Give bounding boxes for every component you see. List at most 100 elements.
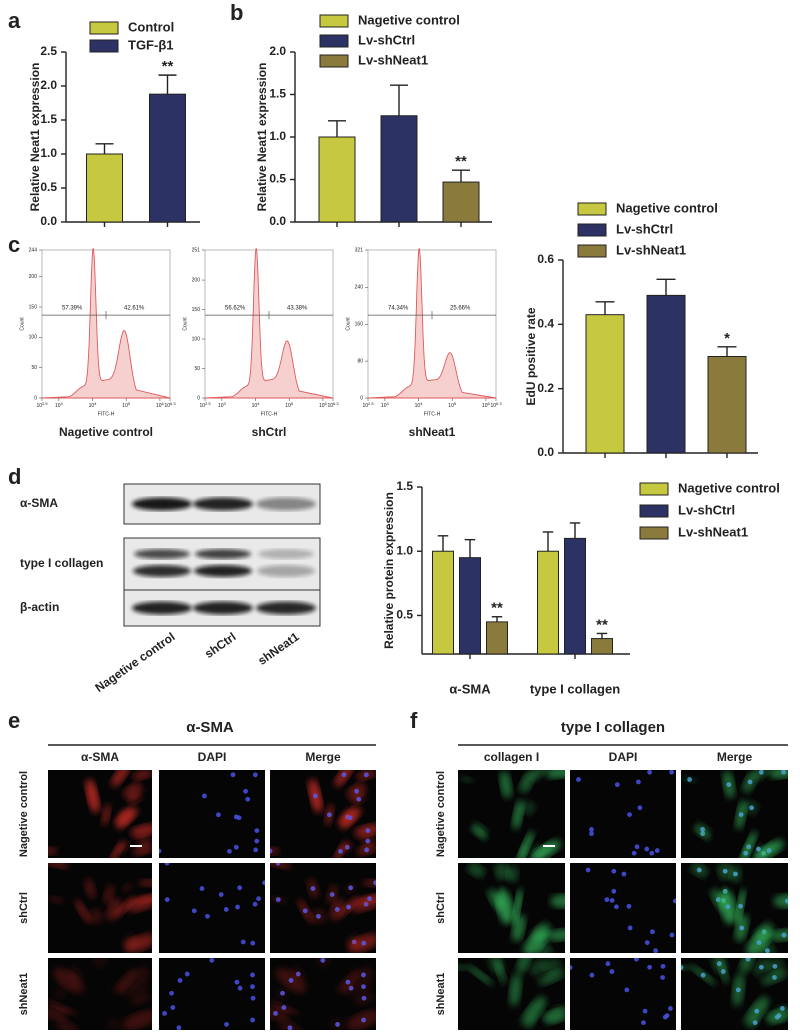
nucleus	[745, 958, 751, 962]
nucleus	[320, 958, 326, 963]
blot-band	[257, 565, 315, 577]
nucleus	[348, 885, 354, 891]
blot-lane-label: shCtrl	[202, 630, 238, 661]
flow-x-tick-label: 106	[482, 401, 491, 409]
nucleus	[660, 963, 666, 969]
legend-label: Lv-shNeat1	[678, 524, 748, 539]
tick-base: 10	[218, 403, 224, 409]
tick-base: 10	[362, 403, 368, 409]
nucleus	[739, 925, 745, 931]
flow-y-tick-label: 244	[29, 247, 38, 253]
flow-x-tick-label: 103	[381, 401, 390, 409]
y-tick-label: 0.4	[537, 317, 554, 331]
nucleus	[361, 995, 367, 1001]
nucleus	[275, 897, 281, 903]
nucleus	[681, 965, 684, 970]
flow-x-tick-label: 106	[319, 401, 328, 409]
cell-body	[129, 966, 150, 983]
nucleus	[774, 1014, 780, 1020]
cell-body	[550, 894, 565, 908]
nucleus	[162, 1010, 167, 1016]
cell-body	[53, 968, 84, 993]
y-tick-label: 0.5	[40, 180, 57, 194]
blot-frame	[123, 537, 321, 591]
nucleus	[327, 812, 332, 818]
tick-exponent: 2.5	[205, 401, 211, 406]
micrograph	[570, 958, 676, 1030]
nucleus	[644, 940, 650, 946]
cell-body	[467, 965, 493, 985]
flow-y-tick-label: 0	[360, 395, 363, 401]
nucleus	[722, 868, 728, 874]
micrograph-content	[159, 772, 260, 854]
if-row-label: Nagetive control	[18, 771, 30, 857]
nucleus	[302, 908, 308, 914]
cell-body	[84, 878, 96, 899]
nucleus	[725, 904, 731, 910]
nucleus	[653, 948, 659, 953]
cell-body	[544, 1010, 564, 1025]
micrograph-content	[459, 770, 565, 858]
bar	[585, 314, 625, 454]
blot-row-label: type I collagen	[20, 556, 103, 570]
tick-exponent: 2.5	[368, 401, 374, 406]
tick-base: 10	[482, 403, 488, 409]
micrograph-content	[467, 863, 565, 953]
nucleus	[634, 844, 640, 850]
y-tick-label: 1.0	[396, 543, 413, 557]
legend-label: Lv-shCtrl	[678, 502, 735, 517]
panel-label: e	[8, 708, 20, 733]
if-title: α-SMA	[186, 719, 234, 736]
blot-band	[256, 601, 316, 615]
tick-exponent: 3	[61, 401, 64, 406]
flow-y-label: Count	[19, 317, 25, 331]
legend-swatch	[89, 21, 119, 35]
flow-x-tick-label: 102.5	[199, 401, 211, 409]
tick-exponent: 2.5	[42, 401, 48, 406]
nucleus	[216, 812, 221, 818]
nucleus	[250, 940, 256, 946]
nucleus	[756, 846, 761, 852]
flow-x-label: FITC-H	[98, 411, 115, 417]
nucleus	[604, 897, 610, 903]
flow-x-tick-label: 106	[156, 401, 165, 409]
nucleus	[164, 863, 170, 866]
nucleus	[735, 987, 741, 993]
micrograph-content	[270, 958, 376, 1030]
cell-body	[512, 888, 523, 924]
cell-body	[545, 770, 565, 779]
cell-body	[85, 779, 100, 813]
tick-base: 10	[448, 403, 454, 409]
cell-body	[459, 776, 474, 783]
cell-body	[92, 958, 108, 968]
legend-swatch	[577, 223, 607, 237]
nucleus	[637, 805, 643, 811]
bar	[646, 294, 686, 454]
nucleus	[627, 925, 633, 931]
flow-x-label: FITC-H	[261, 411, 278, 417]
nucleus	[346, 904, 351, 910]
tick-exponent: 5	[128, 401, 131, 406]
flow-sample-label: shCtrl	[252, 425, 287, 439]
nucleus	[611, 888, 617, 894]
cell-body	[113, 970, 136, 994]
tick-base: 10	[415, 403, 421, 409]
cell-body	[521, 800, 536, 815]
micrograph-content	[681, 958, 788, 1030]
nucleus	[752, 1020, 758, 1026]
nucleus	[644, 846, 650, 852]
cell-body	[131, 981, 149, 993]
flow-y-tick-label: 80	[357, 358, 363, 364]
y-axis-label: EdU positive rate	[524, 307, 538, 405]
nucleus	[772, 975, 777, 980]
nucleus	[781, 932, 787, 938]
micrograph-content	[162, 958, 256, 1030]
nucleus	[316, 913, 321, 919]
y-tick-label: 0.0	[537, 445, 554, 459]
flow-frame	[41, 249, 171, 399]
blot-band	[195, 549, 251, 559]
panel-label: a	[8, 8, 21, 33]
nucleus	[347, 815, 353, 821]
nucleus	[624, 987, 630, 993]
tick-exponent: 6.3	[170, 401, 176, 406]
